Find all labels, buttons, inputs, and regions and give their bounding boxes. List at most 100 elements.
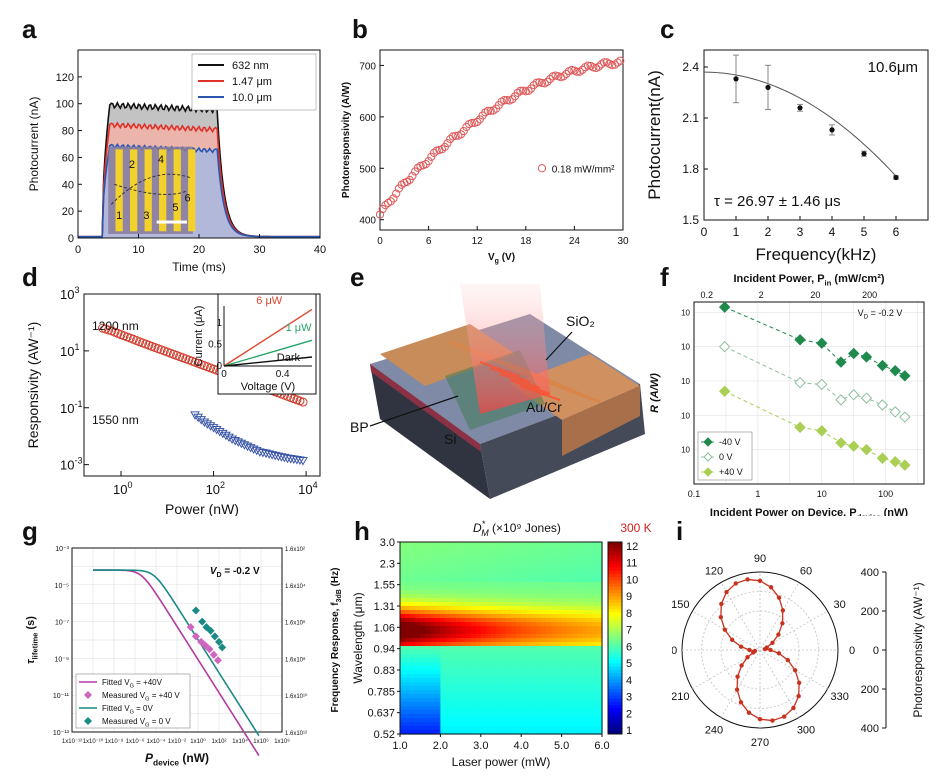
heat-cell (511, 558, 517, 563)
heat-cell (445, 598, 452, 603)
heat-cell (460, 554, 467, 559)
heat-cell (501, 558, 507, 563)
y-tick-label: 10 (681, 411, 690, 420)
heat-cell (450, 674, 457, 679)
heat-cell (551, 726, 558, 731)
x-tick-label: 24 (569, 236, 581, 247)
heat-cell (460, 718, 467, 723)
heat-cell (420, 542, 426, 547)
heat-cell (420, 678, 426, 683)
heat-cell (551, 626, 558, 631)
heat-cell (531, 658, 537, 663)
heat-cell (526, 634, 532, 639)
heat-cell (516, 558, 522, 563)
heat-cell (556, 594, 563, 599)
heat-cell (531, 542, 537, 547)
heat-cell (591, 646, 598, 651)
heat-cell (536, 666, 542, 671)
x-axis-label: Time (ms) (172, 260, 226, 274)
heat-cell (410, 566, 416, 571)
heat-cell (495, 714, 502, 719)
heat-cell (596, 654, 603, 659)
heat-cell (531, 670, 537, 675)
heat-cell (470, 574, 477, 579)
chart-h: 3.02.31.551.311.060.940.830.7850.6370.52… (351, 519, 652, 769)
heat-cell (410, 674, 416, 679)
heat-cell (495, 586, 502, 591)
heat-cell (511, 646, 517, 651)
heat-cell (591, 694, 598, 699)
heat-cell (526, 610, 532, 615)
heat-cell (405, 574, 411, 579)
heat-cell (561, 546, 568, 551)
heat-cell (480, 670, 487, 675)
heat-cell (405, 578, 411, 583)
data-point (513, 88, 522, 97)
heat-cell (586, 674, 593, 679)
heat-cell (521, 610, 527, 615)
x-tick-label: 3 (797, 225, 804, 239)
heat-cell (445, 706, 452, 711)
heat-cell (576, 574, 583, 579)
heat-cell (526, 638, 532, 643)
x-tick-label: 18 (520, 236, 532, 247)
heat-cell (501, 590, 507, 595)
heat-cell (460, 726, 467, 731)
colorbar-cell (608, 631, 622, 636)
heat-cell (465, 622, 472, 627)
heat-cell (521, 710, 527, 715)
heat-cell (405, 622, 411, 627)
heat-cell (591, 722, 598, 727)
heat-cell (551, 718, 558, 723)
heat-cell (596, 690, 603, 695)
polar-point (770, 640, 775, 646)
data-point (575, 67, 584, 76)
heat-cell (490, 698, 497, 703)
heat-cell (581, 598, 588, 603)
heat-cell (531, 610, 537, 615)
heat-cell (475, 558, 482, 563)
heat-cell (460, 646, 467, 651)
heat-cell (501, 574, 507, 579)
substrate-front (370, 364, 490, 499)
colorbar-cell (608, 567, 622, 572)
point-1550nm (267, 451, 278, 460)
heat-cell (576, 646, 583, 651)
heat-cell (465, 594, 472, 599)
heat-cell (586, 726, 593, 731)
heat-cell (480, 578, 487, 583)
heat-cell (440, 710, 447, 715)
heat-cell (551, 706, 558, 711)
colorbar-cell (608, 692, 622, 697)
heat-cell (571, 558, 578, 563)
heat-cell (445, 642, 452, 647)
x-tick-label: 1x10⁻² (168, 739, 186, 745)
heat-cell (440, 554, 447, 559)
heat-cell (511, 722, 517, 727)
top-tick-label: 200 (862, 290, 877, 300)
heat-cell (506, 606, 512, 611)
heat-cell (420, 646, 426, 651)
heat-cell (420, 582, 426, 587)
heat-cell (450, 702, 457, 707)
heat-cell (485, 570, 492, 575)
heat-cell (531, 710, 537, 715)
heat-cell (410, 642, 416, 647)
heat-cell (581, 574, 588, 579)
colorbar-label: 5 (626, 658, 632, 670)
point-2 (876, 452, 889, 464)
heat-cell (526, 606, 532, 611)
heat-cell (435, 558, 441, 563)
heat-cell (541, 606, 548, 611)
y-axis-label: R (A/W) (649, 373, 661, 413)
heat-cell (430, 650, 436, 655)
y-tick-label: 100 (56, 99, 74, 111)
heat-cell (485, 718, 492, 723)
data-point (600, 58, 609, 67)
colorbar-cell (608, 705, 622, 709)
heat-cell (470, 658, 477, 663)
heat-cell (546, 714, 553, 719)
heat-cell (561, 702, 568, 707)
heat-cell (470, 682, 477, 687)
